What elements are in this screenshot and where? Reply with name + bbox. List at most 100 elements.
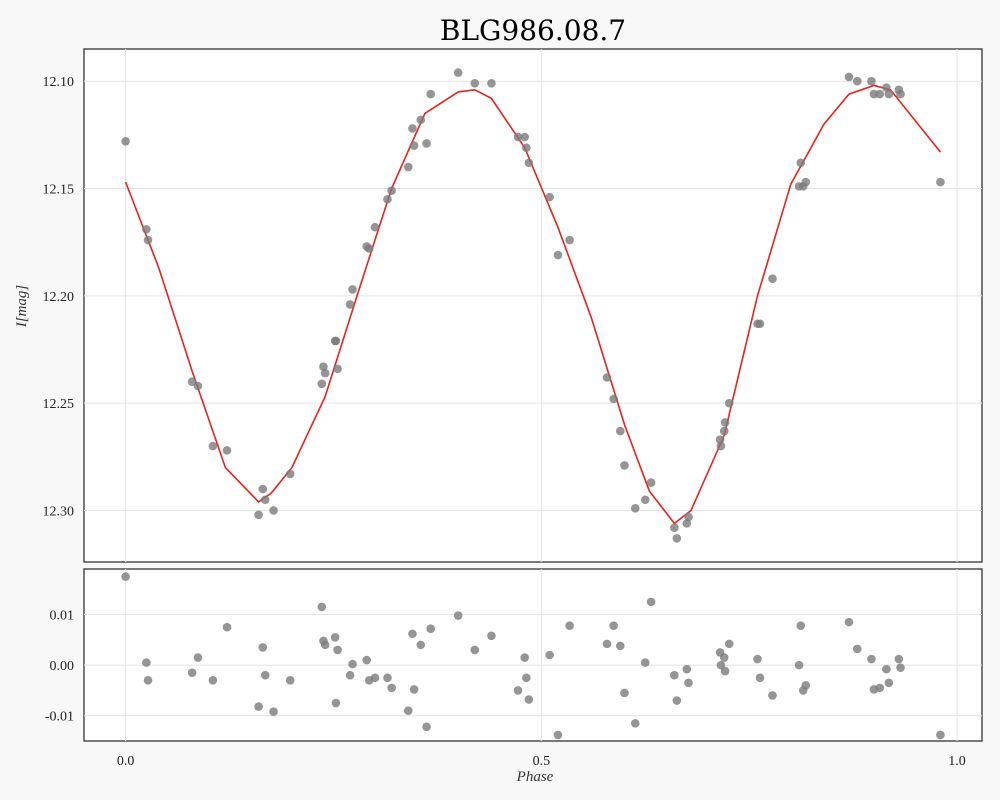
residual-point	[896, 663, 905, 672]
data-point	[616, 426, 625, 436]
data-point	[333, 364, 342, 374]
residual-point	[348, 659, 357, 669]
data-point	[258, 484, 268, 494]
data-point	[422, 139, 431, 148]
y-tick-label: 12.10	[43, 75, 75, 90]
residual-point	[524, 695, 534, 704]
residual-point	[796, 621, 806, 630]
residual-point	[193, 653, 203, 662]
data-point	[348, 285, 357, 294]
residual-point	[882, 664, 891, 674]
y-tick-label: 0.01	[50, 609, 75, 624]
residual-point	[609, 621, 618, 630]
residual-point	[875, 683, 885, 693]
observation-points	[121, 68, 945, 543]
data-point	[524, 158, 534, 168]
residual-point	[426, 624, 436, 633]
residual-point	[470, 645, 480, 655]
residual-point	[640, 658, 650, 667]
data-point	[383, 194, 392, 204]
data-point	[553, 250, 563, 260]
y-tick-label: 12.15	[43, 183, 75, 198]
residual-point	[522, 673, 531, 683]
residual-point	[416, 640, 426, 650]
residual-point	[408, 629, 417, 639]
residual-point	[616, 641, 625, 651]
data-point	[884, 89, 894, 99]
residual-point	[672, 696, 682, 705]
data-point	[520, 132, 529, 142]
residual-point	[285, 675, 295, 685]
data-point	[487, 79, 496, 88]
data-point	[426, 89, 436, 99]
data-point	[565, 235, 574, 245]
data-point	[875, 89, 885, 99]
residual-point	[867, 654, 876, 664]
data-point	[317, 379, 327, 389]
data-point	[513, 132, 523, 142]
y-tick-label: 0.00	[50, 659, 75, 674]
residual-point	[513, 686, 523, 695]
residual-point	[755, 673, 765, 683]
magnitude-tick-labels: 12.10 12.15 12.20 12.25 12.30	[43, 75, 75, 519]
residuals-panel: 0.01 0.00 -0.01 0.0 0.5 1.0 Phase	[45, 568, 983, 785]
data-point	[269, 506, 278, 515]
residual-point	[403, 706, 413, 715]
residual-point	[520, 653, 529, 662]
data-point	[620, 461, 629, 470]
data-point	[640, 495, 650, 505]
residual-point	[345, 670, 355, 680]
residual-point	[370, 673, 380, 683]
residual-point	[646, 597, 656, 607]
data-point	[672, 534, 682, 543]
x-axis-label: Phase	[516, 769, 554, 785]
data-point	[319, 362, 328, 371]
data-point	[646, 478, 656, 487]
residual-point	[545, 650, 554, 660]
data-point	[142, 225, 151, 234]
light-curve-grid	[84, 49, 982, 562]
residual-point	[768, 691, 777, 700]
residual-point	[670, 670, 679, 680]
data-point	[936, 177, 945, 187]
residual-point	[684, 678, 693, 688]
data-point	[320, 368, 330, 378]
chart-title: BLG986.08.7	[440, 14, 626, 47]
residual-point	[487, 631, 496, 641]
residual-point	[453, 611, 463, 620]
data-point	[882, 83, 891, 92]
residual-point	[753, 654, 762, 664]
data-point	[408, 124, 417, 133]
phase-tick-labels: 0.0 0.5 1.0	[117, 754, 966, 769]
data-point	[260, 495, 270, 505]
residual-points	[121, 572, 945, 740]
y-axis-label: I[mag]	[14, 285, 30, 329]
residual-point	[331, 698, 341, 708]
residual-point	[320, 640, 330, 650]
x-tick-label: 1.0	[948, 754, 966, 769]
residual-tick-labels: 0.01 0.00 -0.01	[45, 609, 74, 725]
residual-point	[258, 643, 268, 652]
data-point	[345, 300, 355, 309]
light-curve-plot-area	[83, 48, 983, 563]
data-point	[453, 68, 463, 77]
data-point	[609, 394, 618, 404]
data-point	[403, 162, 413, 172]
residual-point	[142, 658, 151, 667]
data-point	[852, 76, 862, 86]
data-point	[387, 186, 396, 195]
data-point	[670, 523, 679, 532]
data-point	[254, 510, 263, 520]
y-tick-label: 12.20	[43, 290, 75, 305]
residual-point	[894, 654, 904, 664]
data-point	[193, 381, 203, 391]
data-point	[630, 504, 640, 513]
data-point	[719, 426, 729, 436]
residual-point	[884, 678, 894, 688]
y-tick-label: 12.30	[43, 504, 75, 519]
data-point	[768, 274, 777, 283]
residual-point	[724, 639, 734, 649]
residual-point	[330, 632, 340, 642]
data-point	[755, 319, 765, 329]
residuals-grid	[84, 569, 982, 741]
